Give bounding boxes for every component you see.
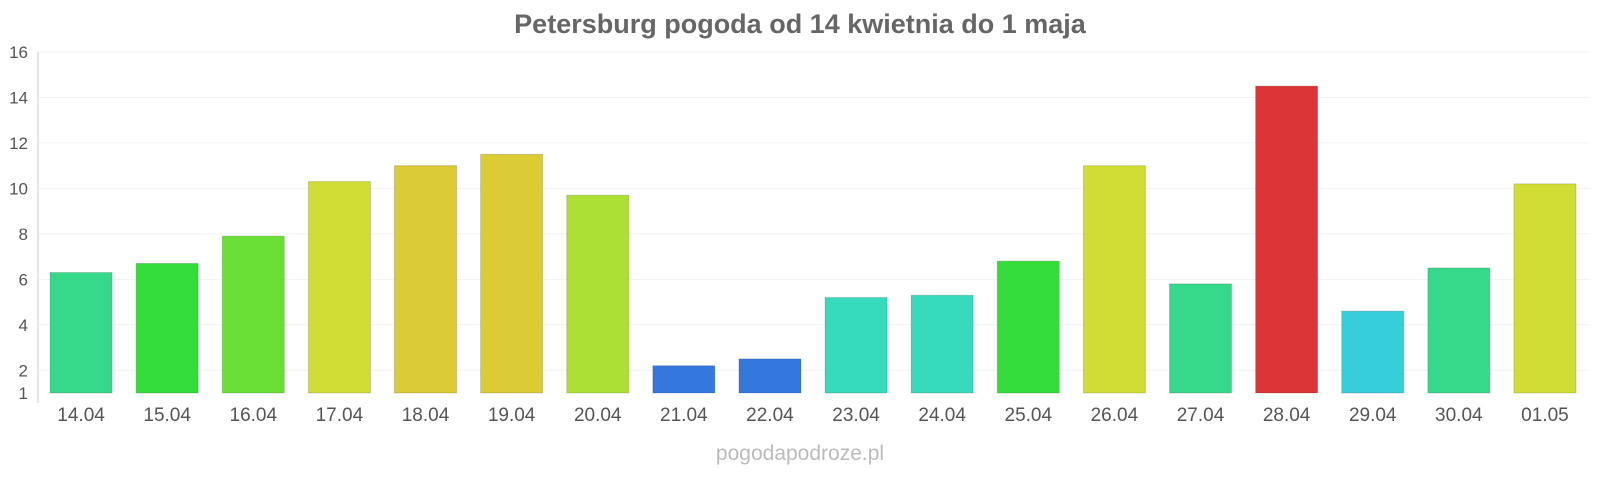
bar-24.04 bbox=[910, 294, 974, 394]
bar-29.04 bbox=[1341, 310, 1405, 394]
x-tick-label: 27.04 bbox=[1177, 405, 1225, 426]
x-tick-label: 21.04 bbox=[660, 405, 708, 426]
y-tick-label: 6 bbox=[19, 270, 28, 289]
y-tick-label: 10 bbox=[9, 179, 28, 198]
bar-16.04 bbox=[221, 235, 285, 394]
x-tick-label: 23.04 bbox=[832, 405, 880, 426]
bar-27.04 bbox=[1169, 283, 1232, 394]
bar-14.04 bbox=[49, 272, 113, 394]
bar-28.04 bbox=[1255, 85, 1319, 394]
y-tick-label: 1 bbox=[19, 384, 28, 403]
bar-23.04 bbox=[824, 297, 888, 394]
x-tick-label: 16.04 bbox=[230, 405, 278, 426]
x-tick-label: 19.04 bbox=[488, 405, 536, 426]
bar-18.04 bbox=[394, 165, 457, 394]
chart-title: Petersburg pogoda od 14 kwietnia do 1 ma… bbox=[514, 9, 1087, 39]
y-tick-label: 16 bbox=[9, 43, 28, 62]
x-tick-label: 14.04 bbox=[57, 405, 105, 426]
x-tick-label: 28.04 bbox=[1263, 405, 1311, 426]
bar-01.05 bbox=[1513, 183, 1577, 394]
x-tick-label: 01.05 bbox=[1521, 405, 1569, 426]
x-tick-label: 18.04 bbox=[402, 405, 450, 426]
y-tick-label: 14 bbox=[9, 88, 28, 107]
bar-22.04 bbox=[738, 358, 802, 394]
bars bbox=[49, 85, 1577, 394]
x-axis: 14.04 15.04 16.04 17.04 18.04 19.04 20.04 21.04… bbox=[57, 405, 1568, 426]
bar-30.04 bbox=[1427, 267, 1491, 394]
x-tick-label: 29.04 bbox=[1349, 405, 1397, 426]
bar-21.04 bbox=[652, 365, 716, 394]
y-tick-label: 8 bbox=[19, 225, 28, 244]
bar-19.04 bbox=[480, 153, 544, 394]
bar-20.04 bbox=[566, 194, 630, 394]
y-tick-label: 2 bbox=[19, 361, 28, 380]
grid-lines bbox=[38, 51, 1590, 371]
bar-25.04 bbox=[996, 260, 1060, 394]
bar-26.04 bbox=[1082, 165, 1146, 394]
x-tick-label: 15.04 bbox=[143, 405, 191, 426]
x-tick-label: 30.04 bbox=[1435, 405, 1483, 426]
x-tick-label: 26.04 bbox=[1091, 405, 1139, 426]
x-tick-label: 24.04 bbox=[918, 405, 966, 426]
y-tick-label: 4 bbox=[19, 316, 28, 335]
x-tick-label: 22.04 bbox=[746, 405, 794, 426]
bar-15.04 bbox=[135, 262, 199, 394]
y-tick-label: 12 bbox=[9, 134, 28, 153]
x-tick-label: 17.04 bbox=[316, 405, 364, 426]
x-tick-label: 25.04 bbox=[1005, 405, 1053, 426]
watermark-text: pogodapodroze.pl bbox=[716, 442, 884, 465]
x-tick-label: 20.04 bbox=[574, 405, 622, 426]
bar-17.04 bbox=[307, 181, 371, 394]
